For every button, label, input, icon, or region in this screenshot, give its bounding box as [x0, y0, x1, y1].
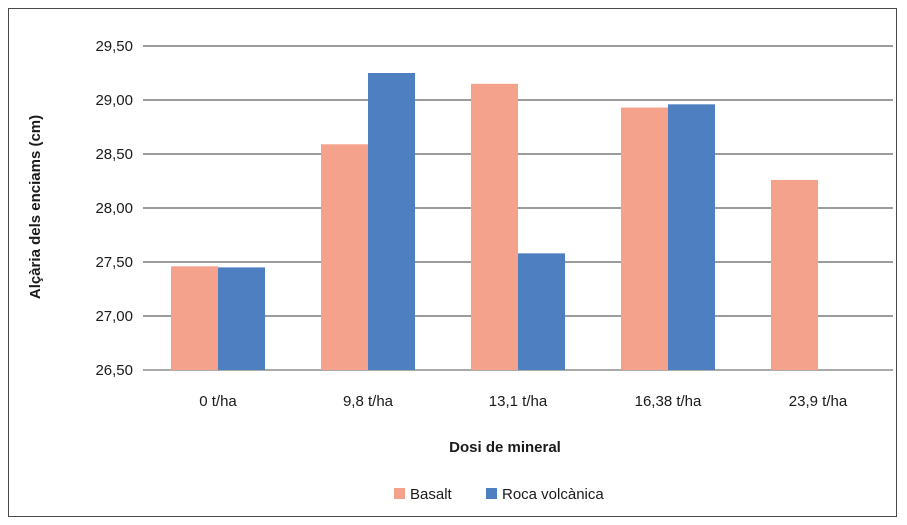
y-axis-title: Alçària dels enciams (cm) [27, 115, 44, 299]
x-tick-label: 13,1 t/ha [489, 393, 548, 410]
bars [171, 73, 818, 371]
legend-label-roca-volcanica: Roca volcànica [502, 486, 604, 503]
x-axis-title: Dosi de mineral [449, 439, 561, 456]
bar-basalt-0 [171, 266, 218, 370]
bar-basalt-1 [321, 144, 368, 370]
y-tick-label: 27,50 [95, 254, 133, 271]
bar-roca-volcanica-0 [218, 267, 265, 370]
y-tick-labels: 26,50 27,00 27,50 28,00 28,50 29,00 29,50 [95, 38, 133, 379]
bar-basalt-3 [621, 107, 668, 370]
x-tick-label: 16,38 t/ha [635, 393, 702, 410]
bar-basalt-2 [471, 83, 518, 371]
legend-swatch-roca-volcanica [486, 488, 497, 499]
bar-roca-volcanica-2 [518, 253, 565, 370]
y-tick-label: 28,50 [95, 146, 133, 163]
y-tick-label: 26,50 [95, 362, 133, 379]
bar-roca-volcanica-3 [668, 104, 715, 370]
legend-swatch-basalt [394, 488, 405, 499]
legend: Basalt Roca volcànica [394, 486, 604, 503]
legend-label-basalt: Basalt [410, 486, 453, 503]
y-tick-label: 28,00 [95, 200, 133, 217]
bar-basalt-4 [771, 179, 818, 370]
x-tick-label: 0 t/ha [199, 393, 237, 410]
y-tick-label: 27,00 [95, 308, 133, 325]
y-tick-label: 29,50 [95, 38, 133, 55]
bar-roca-volcanica-1 [368, 73, 415, 370]
x-tick-label: 23,9 t/ha [789, 393, 848, 410]
x-tick-label: 9,8 t/ha [343, 393, 394, 410]
x-tick-labels: 0 t/ha 9,8 t/ha 13,1 t/ha 16,38 t/ha 23,9 t/… [199, 393, 848, 410]
y-tick-label: 29,00 [95, 92, 133, 109]
